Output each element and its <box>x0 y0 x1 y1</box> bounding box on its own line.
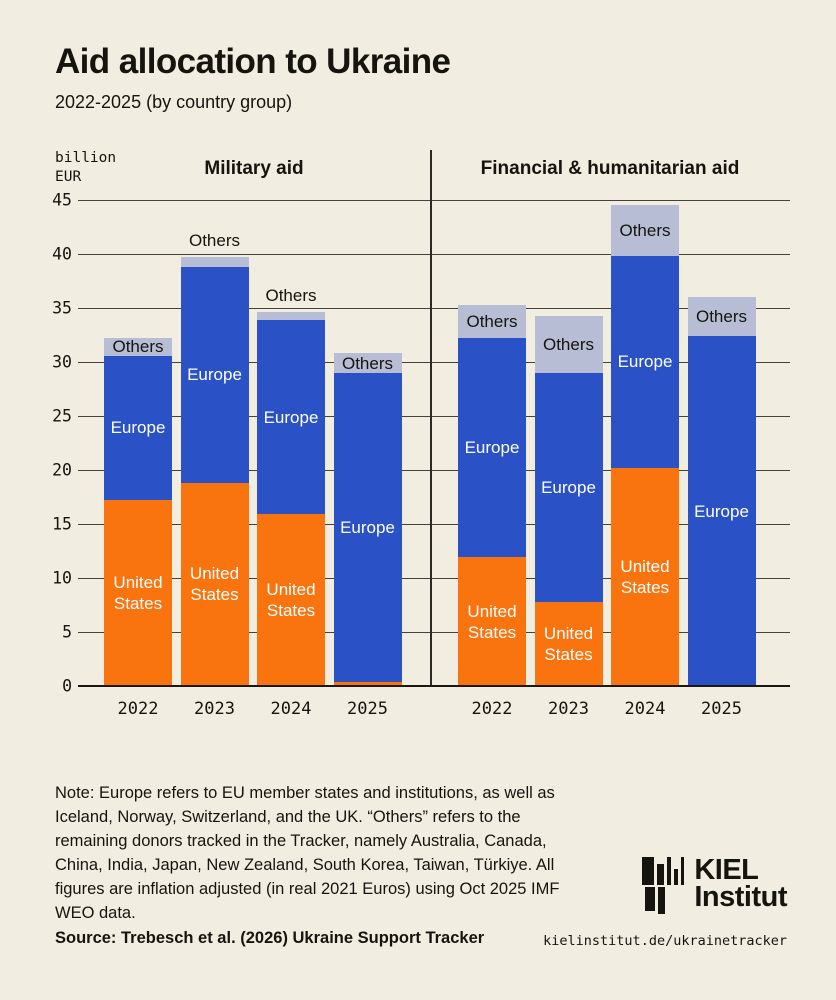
page-subtitle: 2022-2025 (by country group) <box>55 92 293 112</box>
grid-line-15 <box>78 524 790 525</box>
bar-segment-united-states: United States <box>257 514 325 686</box>
united-states-label: United States <box>189 564 240 605</box>
europe-label: Europe <box>187 365 242 385</box>
y-tick-label: 30 <box>52 352 72 372</box>
panel-divider <box>430 150 432 686</box>
y-tick-label: 35 <box>52 298 72 318</box>
bar-segment-europe: Europe <box>458 338 526 558</box>
page-title: Aid allocation to Ukraine <box>55 42 451 81</box>
y-tick-label: 25 <box>52 406 72 426</box>
bar-segment-europe: Europe <box>104 355 172 501</box>
bar-segment-others: Others <box>104 337 172 357</box>
grid-line-40 <box>78 254 790 255</box>
bar-segment-united-states: United States <box>180 482 249 686</box>
y-tick-label: 10 <box>52 568 72 588</box>
others-label: Others <box>466 311 518 331</box>
united-states-label: United States <box>467 601 517 642</box>
europe-label: Europe <box>263 407 319 427</box>
source-line: Source: Trebesch et al. (2026) Ukraine S… <box>55 929 485 947</box>
kiel-logo-text: KIEL Institut <box>694 854 787 913</box>
others-label: Others <box>188 231 241 251</box>
grid-line-0 <box>78 685 790 687</box>
others-label: Others <box>265 286 317 306</box>
bar-segment-europe: Europe <box>534 372 603 602</box>
bar-segment-united-states: United States <box>534 601 603 686</box>
europe-label: Europe <box>541 477 596 497</box>
others-label: Others <box>695 307 748 327</box>
united-states-label: United States <box>620 556 670 597</box>
x-axis-year-label: 2024 <box>270 699 312 719</box>
y-tick-label: 20 <box>52 460 72 480</box>
others-label: Others <box>341 353 394 373</box>
bar-segment-europe: Europe <box>333 372 402 682</box>
united-states-label: United States <box>543 623 594 664</box>
tracker-url: kielinstitut.de/ukrainetracker <box>543 933 787 949</box>
others-label: Others <box>619 221 671 241</box>
europe-label: Europe <box>617 352 673 372</box>
bar-segment-europe: Europe <box>257 319 325 515</box>
x-axis-year-label: 2024 <box>624 699 666 719</box>
bar-segment-united-states: United States <box>458 557 526 686</box>
y-tick-label: 15 <box>52 514 72 534</box>
x-axis-year-label: 2025 <box>701 699 742 719</box>
grid-line-30 <box>78 362 790 363</box>
y-tick-label: 0 <box>62 676 72 696</box>
y-tick-label: 40 <box>52 244 72 264</box>
y-tick-label: 5 <box>62 622 72 642</box>
kiel-logo-line2: Institut <box>694 881 787 913</box>
bar-segment-others: Others <box>534 315 603 373</box>
kiel-logo-line1: KIEL <box>694 854 759 886</box>
footnote: Note: Europe refers to EU member states … <box>55 784 560 922</box>
kiel-logo-bars-icon <box>642 857 690 917</box>
panel-title-financial: Financial & humanitarian aid <box>480 158 740 179</box>
grid-line-25 <box>78 416 790 417</box>
panel-title-military: Military aid <box>204 158 304 179</box>
kiel-institut-logo: KIEL Institut <box>642 854 787 917</box>
bar-segment-united-states <box>333 681 402 686</box>
bar-segment-united-states: United States <box>104 500 172 686</box>
grid-line-35 <box>78 308 790 309</box>
x-axis-year-label: 2025 <box>347 699 388 719</box>
grid-line-5 <box>78 632 790 633</box>
x-axis-year-label: 2022 <box>471 699 513 719</box>
others-label: Others <box>542 334 595 354</box>
europe-label: Europe <box>340 517 395 537</box>
bar-segment-others: Others <box>333 353 402 373</box>
x-axis-year-label: 2023 <box>548 699 589 719</box>
europe-label: Europe <box>464 438 520 458</box>
united-states-label: United States <box>266 580 316 621</box>
united-states-label: United States <box>113 573 163 614</box>
bar-segment-others: Others <box>687 297 756 337</box>
y-tick-label: 45 <box>52 190 72 210</box>
europe-label: Europe <box>694 501 749 521</box>
bar-segment-europe: Europe <box>687 336 756 686</box>
bar-segment-others: Others <box>611 205 679 257</box>
grid-line-10 <box>78 578 790 579</box>
europe-label: Europe <box>110 418 166 438</box>
grid-line-20 <box>78 470 790 471</box>
others-label: Others <box>112 337 164 357</box>
bar-segment-others: Others <box>458 304 526 339</box>
bar-segment-others <box>180 257 249 267</box>
y-axis-unit-label: billion EUR <box>55 150 117 185</box>
bar-segment-united-states: United States <box>611 467 679 686</box>
x-axis-year-label: 2023 <box>194 699 235 719</box>
bar-segment-europe: Europe <box>611 256 679 468</box>
bar-segment-others <box>257 312 325 320</box>
x-axis-year-label: 2022 <box>117 699 159 719</box>
grid-line-45 <box>78 200 790 201</box>
